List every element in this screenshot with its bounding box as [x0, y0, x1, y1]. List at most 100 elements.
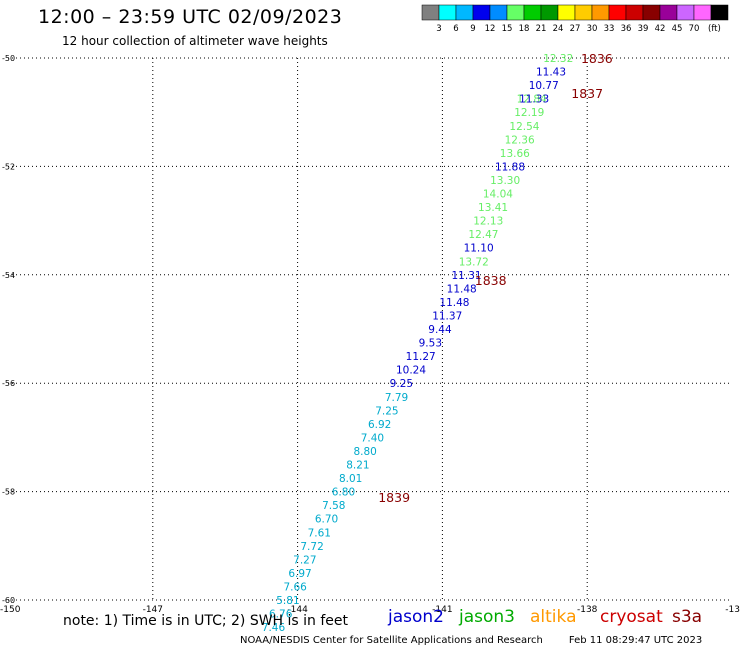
data-point-label: 13.66	[500, 148, 530, 160]
data-point-label: 7.40	[361, 432, 384, 444]
data-point-label: 12.54	[509, 121, 539, 133]
colorbar-swatch	[591, 4, 610, 21]
colorbar-label: 27	[570, 24, 581, 34]
y-tick-label: -50	[2, 54, 15, 63]
data-point-label: 8.01	[339, 473, 362, 485]
legend-altika: altika	[530, 607, 577, 627]
x-tick-label: -144	[287, 605, 308, 615]
legend-cryosat: cryosat	[600, 607, 663, 627]
data-point-label: 7.66	[283, 581, 307, 593]
timestamp-text: Feb 11 08:29:47 UTC 2023	[568, 635, 703, 646]
data-point-label: 12.32	[543, 53, 573, 65]
x-tick-label: -141	[432, 605, 452, 615]
page-title: 12:00 – 23:59 UTC 02/09/2023	[38, 6, 343, 28]
data-point-label: 9.25	[390, 378, 413, 390]
data-point-label: 12.36	[505, 134, 535, 146]
footer-note: note: 1) Time is in UTC; 2) SWH is in fe…	[63, 613, 349, 629]
time-label: 1838	[475, 273, 507, 288]
data-point-label: 10.24	[396, 365, 426, 377]
colorbar-swatch	[659, 4, 678, 21]
colorbar-swatch	[438, 4, 457, 21]
colorbar-swatch	[421, 4, 440, 21]
colorbar-label: 70	[689, 24, 700, 34]
data-point-label: 8.80	[353, 446, 376, 458]
colorbar-unit: (ft)	[708, 24, 721, 34]
time-label: 1837	[571, 86, 603, 101]
data-point-label: 14.04	[483, 189, 513, 201]
credit-text: NOAA/NESDIS Center for Satellite Applica…	[240, 635, 543, 646]
data-point-label: 10.77	[529, 80, 559, 92]
colorbar-swatch	[506, 4, 525, 21]
x-tick-label: -13	[725, 605, 740, 615]
colorbar-swatch	[472, 4, 491, 21]
colorbar-swatch	[642, 4, 661, 21]
data-point-label: 11.27	[406, 351, 436, 363]
data-point-label: 13.41	[478, 202, 508, 214]
colorbar-swatch	[625, 4, 644, 21]
data-point-label: 8.21	[346, 460, 369, 472]
data-point-label: 5.81	[276, 595, 299, 607]
colorbar-swatch	[540, 4, 559, 21]
data-point-label: 7.25	[375, 405, 398, 417]
data-point-label: 7.58	[322, 500, 345, 512]
colorbar-legend: 3 6 9 12 15 18 21 24 27 30 33 36 39 42 45 70 (ft)	[421, 4, 729, 34]
colorbar-swatch	[710, 4, 729, 21]
colorbar-label: 21	[536, 24, 547, 34]
colorbar-label: 36	[621, 24, 632, 34]
data-point-label: 11.33	[519, 94, 549, 106]
data-point-label: 11.43	[536, 67, 566, 79]
colorbar-label: 9	[470, 24, 475, 34]
data-point-label: 7.79	[385, 392, 408, 404]
data-point-label: 12.13	[473, 216, 503, 228]
data-point-label: 12.47	[468, 229, 498, 241]
legend-jason3: jason3	[459, 607, 515, 627]
y-tick-label: -54	[2, 271, 15, 280]
y-tick-label: -58	[2, 488, 15, 497]
data-point-label: 11.37	[432, 310, 462, 322]
colorbar-label: 6	[453, 24, 458, 34]
data-point-label: 11.48	[447, 283, 477, 295]
data-point-label: 6.97	[288, 568, 311, 580]
colorbar-swatch	[608, 4, 627, 21]
colorbar-swatch	[523, 4, 542, 21]
data-point-label: 7.46	[262, 622, 286, 634]
colorbar-label: 15	[502, 24, 513, 34]
time-label: 1836	[581, 51, 613, 66]
colorbar-label: 33	[604, 24, 615, 34]
data-point-label: 6.80	[332, 487, 355, 499]
colorbar-swatch	[489, 4, 508, 21]
legend-jason2: jason2	[388, 607, 444, 627]
data-point-label: 12.84	[517, 94, 547, 106]
footer-credit: NOAA/NESDIS Center for Satellite Applica…	[240, 635, 702, 646]
data-point-label: 7.61	[308, 527, 331, 539]
colorbar-swatch	[693, 4, 712, 21]
data-point-label: 6.70	[315, 514, 338, 526]
legend-s3a: s3a	[672, 607, 703, 627]
colorbar-swatch	[455, 4, 474, 21]
colorbar-swatch	[676, 4, 695, 21]
x-tick-label: -150	[0, 605, 21, 615]
y-tick-label: -56	[2, 379, 15, 388]
colorbar-label: 24	[553, 24, 564, 34]
data-point-label: 11.48	[439, 297, 469, 309]
data-point-label: 11.88	[495, 161, 525, 173]
data-point-label: 13.72	[459, 256, 489, 268]
data-point-label: 11.10	[464, 243, 494, 255]
colorbar-label: 12	[485, 24, 496, 34]
y-tick-label: -60	[2, 596, 15, 605]
colorbar-label: 30	[587, 24, 598, 34]
time-label: 1839	[378, 490, 410, 505]
data-point-label: 12.19	[514, 107, 544, 119]
data-point-label: 9.44	[428, 324, 452, 336]
page-subtitle: 12 hour collection of altimeter wave hei…	[62, 34, 328, 48]
y-tick-label: -52	[2, 162, 15, 171]
colorbar-label: 45	[672, 24, 683, 34]
colorbar-label: 39	[638, 24, 649, 34]
data-point-label: 9.53	[419, 338, 442, 350]
x-tick-label: -147	[143, 605, 163, 615]
data-point-label: 7.27	[293, 554, 316, 566]
data-point-label: 6.92	[368, 419, 391, 431]
colorbar-swatch	[574, 4, 593, 21]
